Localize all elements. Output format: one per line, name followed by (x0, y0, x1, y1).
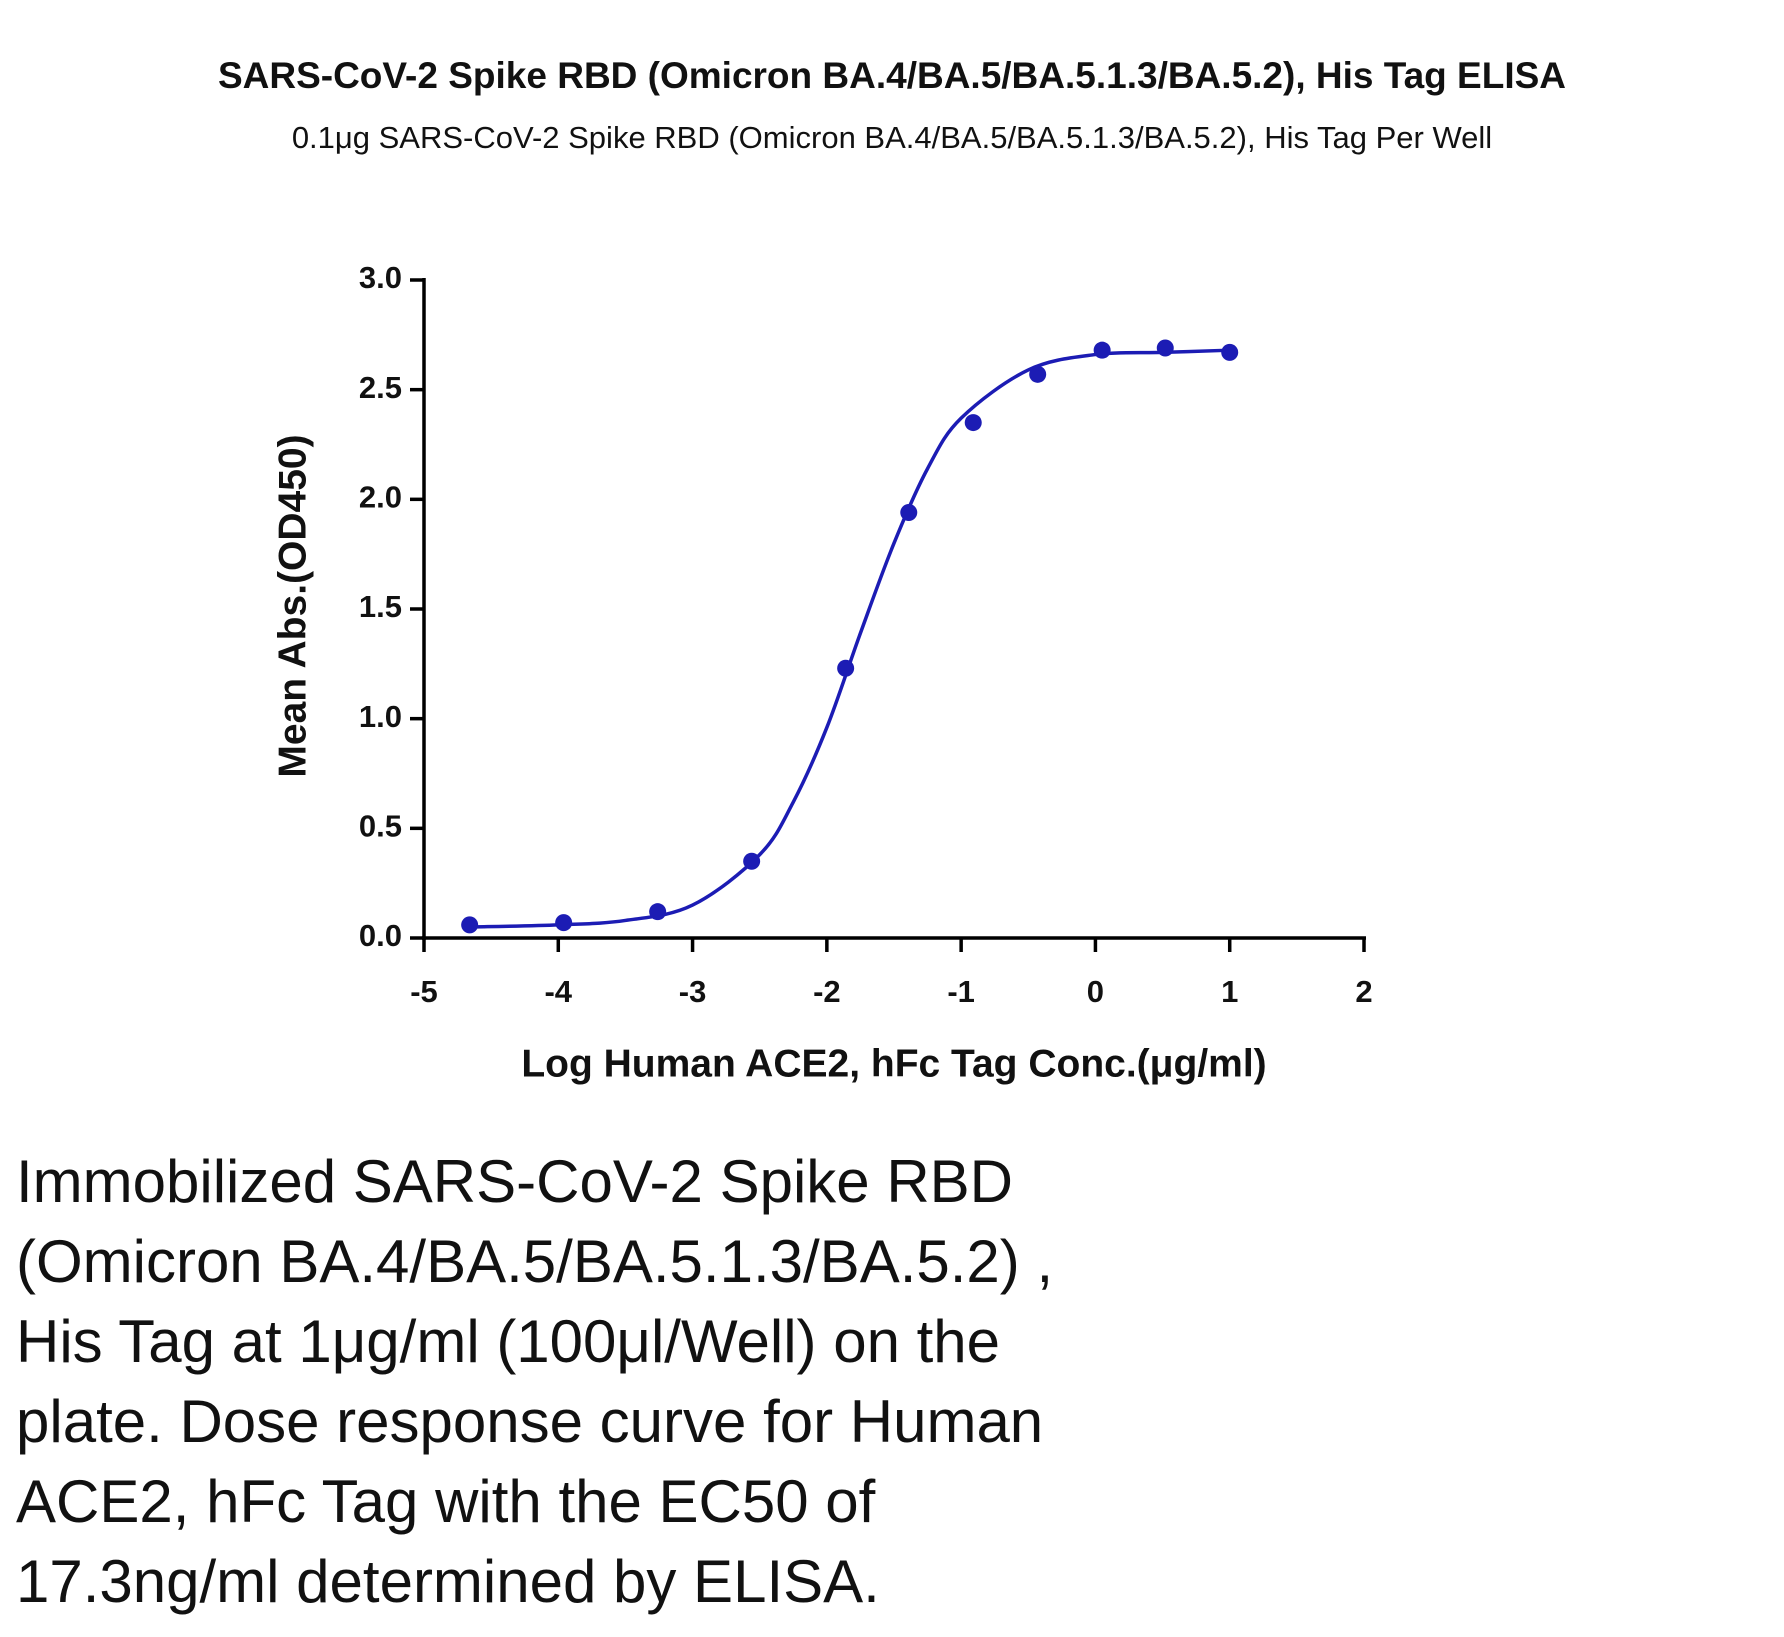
data-point (1221, 343, 1239, 361)
x-tick-label: -5 (410, 974, 438, 1009)
y-tick-label: 3.0 (359, 260, 402, 295)
chart-subtitle: 0.1μg SARS-CoV-2 Spike RBD (Omicron BA.4… (292, 120, 1492, 155)
description-line: plate. Dose response curve for Human (16, 1388, 1043, 1455)
x-tick-label: -3 (679, 974, 707, 1009)
x-tick-label: -2 (813, 974, 841, 1009)
data-point (743, 852, 761, 870)
y-tick-label: 0.0 (359, 918, 402, 953)
description-line: 17.3ng/ml determined by ELISA. (16, 1548, 880, 1615)
data-point (964, 414, 982, 432)
x-axis-label: Log Human ACE2, hFc Tag Conc.(μg/ml) (521, 1042, 1266, 1085)
data-point (555, 914, 573, 932)
x-tick-label: 0 (1087, 974, 1104, 1009)
description-line: Immobilized SARS-CoV-2 Spike RBD (16, 1148, 1013, 1215)
data-point (837, 659, 855, 677)
data-point (649, 903, 667, 921)
x-tick-label: -4 (544, 974, 572, 1009)
data-point (1029, 365, 1047, 383)
y-axis-label: Mean Abs.(OD450) (271, 434, 314, 777)
x-tick-label: 2 (1355, 974, 1372, 1009)
y-tick-label: 2.5 (359, 370, 402, 405)
y-tick-label: 0.5 (359, 809, 402, 844)
data-point (1093, 341, 1111, 359)
description-line: His Tag at 1μg/ml (100μl/Well) on the (16, 1308, 1000, 1375)
description-line: (Omicron BA.4/BA.5/BA.5.1.3/BA.5.2) , (16, 1228, 1053, 1295)
chart-title: SARS-CoV-2 Spike RBD (Omicron BA.4/BA.5/… (218, 55, 1566, 96)
description-line: ACE2, hFc Tag with the EC50 of (16, 1468, 876, 1535)
y-tick-label: 1.0 (359, 699, 402, 734)
fit-curve (469, 348, 1230, 929)
y-tick-label: 2.0 (359, 480, 402, 515)
data-point (900, 503, 918, 521)
data-point (1156, 339, 1174, 357)
x-tick-label: 1 (1221, 974, 1238, 1009)
x-tick-label: -1 (947, 974, 975, 1009)
y-tick-label: 1.5 (359, 589, 402, 624)
data-point (461, 916, 479, 934)
